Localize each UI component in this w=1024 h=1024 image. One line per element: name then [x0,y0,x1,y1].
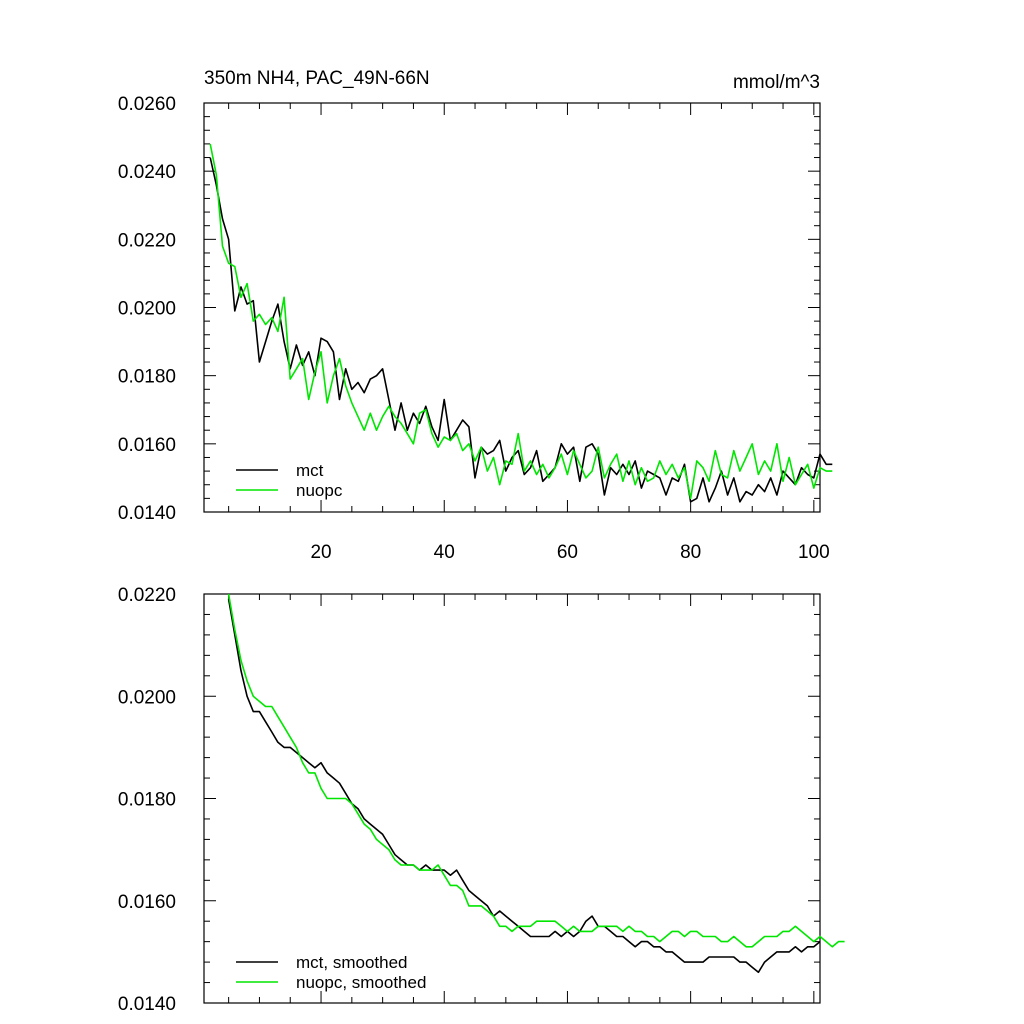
legend-label-mct: mct [296,461,324,480]
plot-frame [203,102,821,513]
x-tick-label: 40 [434,542,455,563]
x-tick-label: 20 [310,542,331,563]
y-tick-label: 0.0220 [118,585,176,606]
y-tick-label: 0.0160 [118,892,176,913]
x-tick-label: 60 [557,542,578,563]
y-tick-label: 0.0260 [118,94,176,115]
top-panel-units: mmol/m^3 [733,72,820,93]
y-tick-label: 0.0160 [118,435,176,456]
series-line-mct [209,157,833,503]
legend-label-nuopc: nuopc, smoothed [296,973,426,992]
bottom-panel-smoothed: 0.0140 0.0160 0.0180 0.0200 0.0220 mct, smoot… [118,585,845,1015]
x-tick-label: 80 [680,542,701,563]
y-tick-label: 0.0200 [118,299,176,320]
y-tick-label: 0.0180 [118,367,176,388]
x-tick-label: 100 [798,542,830,563]
y-tick-label: 0.0140 [118,994,176,1015]
y-tick-label: 0.0240 [118,162,176,183]
legend-label-nuopc: nuopc [296,481,343,500]
series-line-nuopc [227,593,845,948]
y-tick-label: 0.0140 [118,503,176,524]
top-panel-title: 350m NH4, PAC_49N-66N [204,68,430,89]
series-line-mct [227,598,821,974]
legend-label-mct: mct, smoothed [296,953,408,972]
y-tick-label: 0.0220 [118,230,176,251]
y-tick-label: 0.0200 [118,687,176,708]
series-line-nuopc [209,143,833,500]
top-panel-raw: 350m NH4, PAC_49N-66N mmol/m^3 20 40 60 80 1… [118,68,833,563]
y-tick-label: 0.0180 [118,790,176,811]
